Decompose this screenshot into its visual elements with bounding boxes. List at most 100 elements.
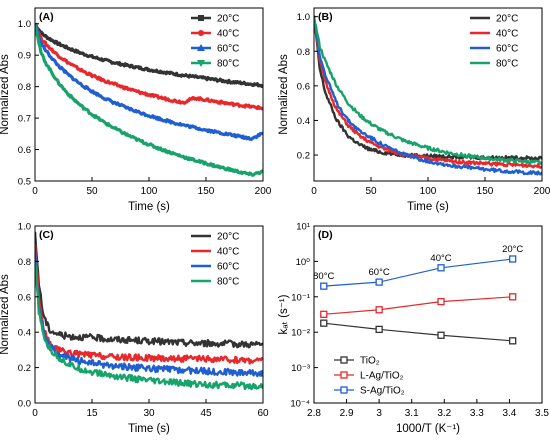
x-tick-label: 3 — [376, 408, 382, 419]
series-1-line — [323, 322, 513, 342]
x-tick-label: 2.9 — [340, 408, 354, 419]
legend: 20°C 40°C 60°C 80°C — [470, 14, 518, 70]
x-tick-label: 2.8 — [307, 408, 321, 419]
series-1-point — [320, 319, 328, 327]
y-tick-label: 0.8 — [297, 47, 310, 58]
series-2-trace — [35, 24, 263, 111]
y-tick-label: 0.8 — [18, 82, 31, 93]
y-tick-label: 10⁰ — [296, 257, 311, 268]
series-3-point — [375, 278, 383, 286]
x-tick-label: 150 — [477, 186, 494, 197]
y-tick-label: 1.0 — [18, 222, 31, 233]
x-tick-label: 100 — [420, 186, 437, 197]
legend-label: 20°C — [217, 232, 239, 243]
y-tick-label: 10⁻¹ — [291, 292, 310, 303]
y-tick-label: 1.0 — [18, 19, 31, 30]
series-3-point — [437, 264, 445, 272]
legend-label: 80°C — [217, 277, 239, 288]
series-3-line — [323, 258, 513, 287]
y-tick-label: 10⁻² — [291, 328, 310, 339]
x-axis-label: 1000/T (K⁻¹) — [396, 423, 460, 435]
annotation-label: 40°C — [430, 253, 451, 264]
legend-marker — [340, 386, 348, 394]
series-2-line — [323, 296, 513, 315]
y-tick-label: 10⁻³ — [291, 363, 310, 374]
series-3-point — [509, 255, 517, 263]
y-axis-label: Normalized Abs — [0, 274, 11, 355]
x-tick-label: 30 — [143, 408, 155, 419]
y-tick-label: 0.5 — [18, 177, 31, 188]
panel-label: (D) — [318, 229, 333, 241]
series-2-trace — [314, 17, 542, 169]
y-tick-label: 0.9 — [18, 51, 31, 62]
series-4-trace — [35, 261, 263, 391]
panel-label: (C) — [39, 229, 54, 241]
series-1-point — [509, 337, 517, 345]
legend-marker — [198, 15, 204, 21]
y-tick-label: 0.2 — [18, 363, 31, 374]
series-1-point — [375, 325, 383, 334]
legend-label: 80°C — [217, 59, 239, 70]
annotation-label: 60°C — [369, 267, 390, 278]
x-tick-label: 60 — [257, 408, 269, 419]
y-axis-label: kₐₜ (s⁻¹) — [278, 294, 290, 334]
x-tick-label: 45 — [200, 408, 212, 419]
legend-label: 60°C — [217, 262, 239, 273]
legend-label: 40°C — [217, 247, 239, 258]
y-tick-label: 0.4 — [18, 328, 31, 339]
panel-2: 0 50 100 150 200 0.2 0.4 0.6 0.8 1.0 Time (s) Norma… — [278, 7, 550, 213]
legend-label: S-Ag/TiO₂ — [360, 386, 405, 397]
y-tick-label: 0.6 — [18, 292, 31, 303]
y-tick-label: 0.6 — [297, 81, 310, 92]
x-axis-label: Time (s) — [407, 201, 449, 213]
y-axis-label: Normalized Abs — [278, 54, 290, 135]
legend-label: 20°C — [217, 14, 239, 25]
legend-label: TiO₂ — [360, 356, 380, 367]
x-tick-label: 100 — [141, 186, 158, 197]
x-tick-label: 3.3 — [470, 408, 484, 419]
series-4-trace — [35, 24, 263, 177]
y-tick-label: 10⁻⁴ — [290, 399, 310, 410]
x-tick-label: 200 — [534, 186, 550, 197]
y-tick-label: 0.0 — [18, 399, 31, 410]
series-2-point — [320, 310, 328, 318]
legend-marker — [198, 30, 204, 36]
x-tick-label: 0 — [32, 186, 38, 197]
series-2-point — [509, 293, 517, 301]
legend-label: 20°C — [496, 14, 518, 25]
series-2-point — [375, 306, 383, 314]
series-2-point — [437, 297, 445, 306]
y-tick-label: 0.2 — [297, 151, 310, 162]
legend: 20°C 40°C 60°C 80°C — [191, 14, 239, 70]
y-axis-label: Normalized Abs — [0, 54, 11, 135]
series-group — [35, 22, 263, 177]
legend-label: 60°C — [496, 44, 518, 55]
series-group — [35, 231, 263, 391]
series-3-point — [320, 282, 328, 290]
legend-marker — [340, 371, 348, 379]
panel-label: (B) — [318, 11, 333, 23]
legend: 20°C 40°C 60°C 80°C — [191, 232, 239, 288]
y-tick-label: 0.6 — [18, 145, 31, 156]
series-4-trace — [314, 17, 542, 166]
x-axis-label: Time (s) — [128, 201, 170, 213]
series-3-trace — [314, 15, 542, 176]
panel-3: 0 15 30 45 60 0.0 0.2 0.4 0.6 0.8 1.0 Time (s) Norma… — [0, 222, 269, 436]
series-group — [320, 255, 517, 345]
x-tick-label: 15 — [86, 408, 98, 419]
legend-marker — [197, 60, 205, 67]
y-tick-label: 10¹ — [296, 222, 310, 233]
series-1-trace — [35, 22, 263, 89]
legend: TiO₂ L-Ag/TiO₂ S-Ag/TiO₂ — [334, 356, 405, 397]
legend-marker — [340, 356, 348, 364]
x-tick-label: 3.5 — [535, 408, 549, 419]
plot-frame — [313, 225, 543, 404]
x-tick-label: 200 — [255, 186, 272, 197]
series-3-trace — [35, 23, 263, 141]
legend-label: L-Ag/TiO₂ — [360, 371, 404, 382]
x-axis-label: Time (s) — [128, 423, 170, 435]
x-tick-label: 3.1 — [405, 408, 419, 419]
y-tick-label: 0.7 — [18, 114, 31, 125]
